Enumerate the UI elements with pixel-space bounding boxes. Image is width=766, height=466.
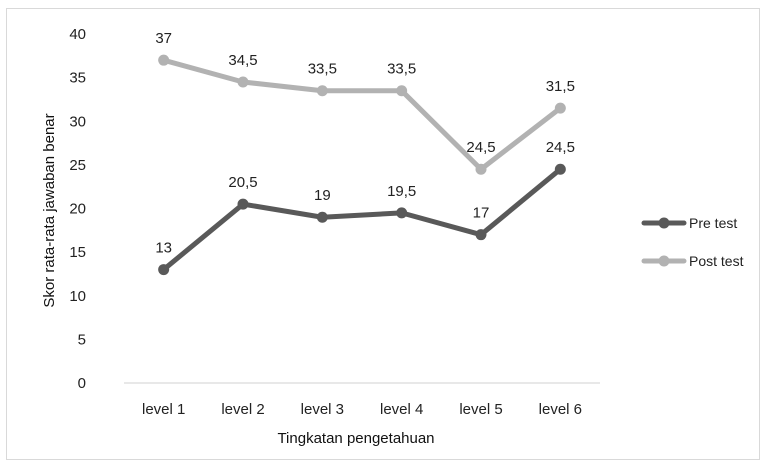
legend-marker xyxy=(658,255,670,267)
data-label: 34,5 xyxy=(228,52,257,69)
data-label: 24,5 xyxy=(466,139,495,156)
data-point xyxy=(475,229,487,241)
data-point xyxy=(554,163,566,175)
y-tick-label: 10 xyxy=(69,288,86,305)
x-tick-label: level 6 xyxy=(539,401,582,418)
data-label: 17 xyxy=(473,205,490,222)
data-label: 19,5 xyxy=(387,183,416,200)
y-axis-title: Skor rata-rata jawaban benar xyxy=(41,113,58,307)
data-point xyxy=(158,264,170,276)
y-tick-label: 20 xyxy=(69,201,86,218)
y-tick-label: 15 xyxy=(69,244,86,261)
data-point xyxy=(237,76,249,88)
series-line-pre-test xyxy=(161,166,563,273)
y-tick-label: 5 xyxy=(78,331,86,348)
data-point xyxy=(237,198,249,210)
legend-label: Pre test xyxy=(689,215,737,231)
data-label: 33,5 xyxy=(308,61,337,78)
x-axis-title: Tingkatan pengetahuan xyxy=(277,430,434,447)
data-label: 19 xyxy=(314,187,331,204)
data-point xyxy=(316,211,328,223)
y-tick-label: 25 xyxy=(69,157,86,174)
x-tick-label: level 5 xyxy=(459,401,502,418)
y-tick-label: 30 xyxy=(69,113,86,130)
data-label: 31,5 xyxy=(546,78,575,95)
x-tick-label: level 1 xyxy=(142,401,185,418)
data-label: 13 xyxy=(155,240,172,257)
data-label: 24,5 xyxy=(546,139,575,156)
data-point xyxy=(316,85,328,97)
series-line-post-test xyxy=(161,57,563,172)
x-tick-label: level 4 xyxy=(380,401,423,418)
legend-marker xyxy=(658,217,670,229)
data-label: 33,5 xyxy=(387,61,416,78)
data-label: 20,5 xyxy=(228,174,257,191)
data-label: 37 xyxy=(155,30,172,47)
legend-label: Post test xyxy=(689,253,744,269)
data-point xyxy=(475,163,487,175)
data-point xyxy=(396,85,408,97)
data-point xyxy=(396,207,408,219)
y-tick-label: 40 xyxy=(69,26,86,43)
data-point xyxy=(554,102,566,114)
data-point xyxy=(158,54,170,66)
x-tick-label: level 2 xyxy=(221,401,264,418)
chart-frame xyxy=(6,8,760,460)
y-tick-label: 0 xyxy=(78,375,86,392)
x-tick-label: level 3 xyxy=(301,401,344,418)
y-tick-label: 35 xyxy=(69,70,86,87)
